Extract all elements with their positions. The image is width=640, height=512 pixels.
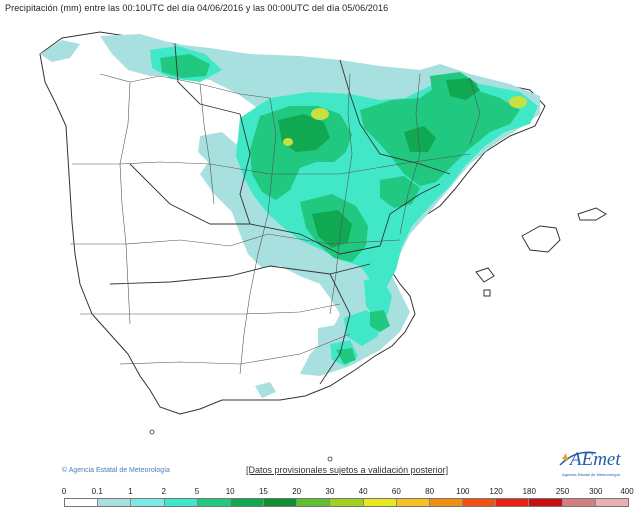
legend-tick-label: 400 <box>620 487 634 496</box>
legend-swatch <box>595 499 628 506</box>
legend-color-bar <box>64 498 629 507</box>
legend-tick-label: 100 <box>456 487 470 496</box>
legend-tick-label: 2 <box>161 487 166 496</box>
copyright-text: Agencia Estatal de Meteorología <box>68 467 170 474</box>
legend-swatch <box>363 499 397 506</box>
legend-tick-label: 300 <box>589 487 603 496</box>
legend-tick-label: 80 <box>425 487 435 496</box>
legend-tick-label: 20 <box>292 487 302 496</box>
province-borders <box>70 73 481 375</box>
region-borders <box>109 43 451 385</box>
legend-tick-label: 180 <box>522 487 536 496</box>
legend-swatch <box>98 499 132 506</box>
legend-swatch <box>164 499 198 506</box>
map-title: Precipitación (mm) entre las 00:10UTC de… <box>5 3 389 13</box>
ibiza <box>475 267 495 283</box>
disclaimer-note: [Datos provisionales sujetos a validació… <box>246 465 449 475</box>
aemet-logo-icon <box>559 451 597 466</box>
legend-tick-label: 40 <box>358 487 368 496</box>
legend-swatch <box>529 499 563 506</box>
legend-tick-label: 5 <box>194 487 200 496</box>
legend-swatch <box>197 499 231 506</box>
legend-tick-label: 15 <box>258 487 268 496</box>
legend-tick-label: 120 <box>489 487 503 496</box>
copyright-note: © Agencia Estatal de Meteorología <box>62 467 170 474</box>
ceuta <box>149 429 155 435</box>
legend-swatch <box>297 499 331 506</box>
legend-swatch <box>496 499 530 506</box>
legend-swatch <box>230 499 265 506</box>
legend-tick-label: 10 <box>225 487 235 496</box>
logo-text: AEmet <box>570 449 621 470</box>
rain-areas <box>40 34 540 398</box>
legend-swatch <box>330 499 364 506</box>
legend-labels: 0 0.1 1 2 5 10 15 20 30 40 60 80 100 120 180 250 300 400 <box>0 487 640 497</box>
legend-swatch <box>65 499 99 506</box>
copyright-icon: © <box>62 467 68 474</box>
legend-swatch <box>429 499 464 506</box>
legend-swatch <box>131 499 165 506</box>
legend-swatch <box>562 499 596 506</box>
melilla <box>327 456 333 462</box>
logo-subtitle: Agencia Estatal de Meteorología <box>562 472 620 477</box>
legend-tick-label: 60 <box>391 487 401 496</box>
legend-tick-label: 1 <box>128 487 133 496</box>
menorca <box>577 207 607 221</box>
legend-tick-label: 0 <box>61 487 67 496</box>
precipitation-map <box>39 31 607 462</box>
formentera <box>483 289 491 297</box>
legend-tick-label: 250 <box>555 487 570 496</box>
legend-swatch <box>264 499 298 506</box>
legend-swatch <box>463 499 497 506</box>
mallorca <box>521 225 561 253</box>
legend-swatch <box>396 499 430 506</box>
legend-tick-label: 30 <box>325 487 335 496</box>
legend-tick-label: 0.1 <box>91 487 103 496</box>
